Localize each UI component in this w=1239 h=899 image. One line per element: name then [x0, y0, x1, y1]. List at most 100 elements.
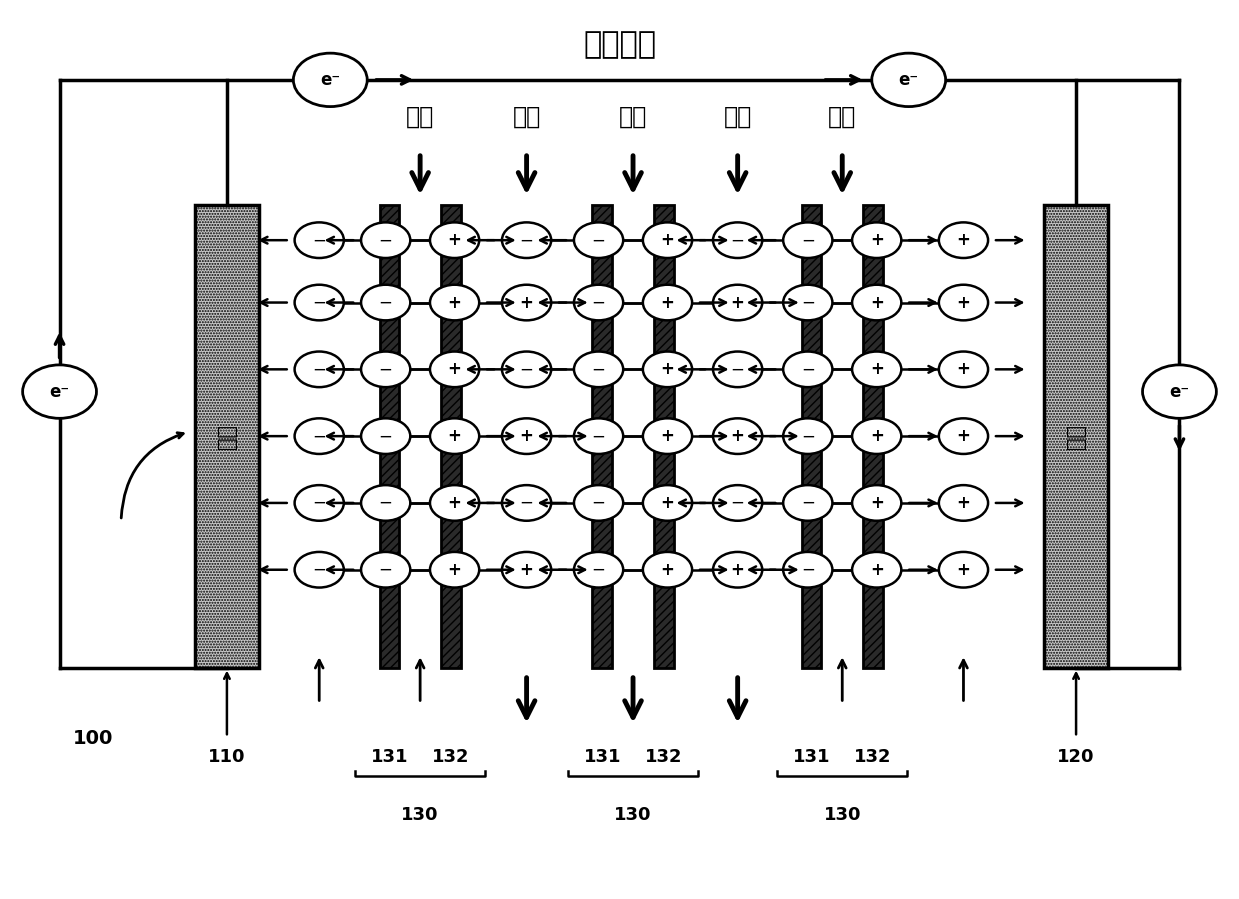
- Circle shape: [361, 285, 410, 320]
- Circle shape: [574, 485, 623, 521]
- Text: −: −: [312, 561, 326, 579]
- Circle shape: [430, 418, 479, 454]
- Circle shape: [939, 352, 987, 387]
- Circle shape: [643, 418, 693, 454]
- Text: +: +: [870, 231, 883, 249]
- Text: 阳极: 阳极: [217, 423, 237, 449]
- Circle shape: [294, 53, 367, 107]
- Text: +: +: [447, 294, 462, 312]
- Text: 120: 120: [1057, 748, 1095, 766]
- Circle shape: [574, 352, 623, 387]
- Text: −: −: [592, 360, 606, 378]
- Text: −: −: [800, 360, 815, 378]
- Circle shape: [783, 552, 833, 588]
- Circle shape: [502, 352, 551, 387]
- Circle shape: [643, 285, 693, 320]
- Text: 131: 131: [370, 748, 408, 766]
- Circle shape: [295, 352, 344, 387]
- Text: +: +: [870, 561, 883, 579]
- Text: +: +: [957, 427, 970, 445]
- Circle shape: [852, 352, 901, 387]
- Circle shape: [783, 485, 833, 521]
- Text: +: +: [870, 427, 883, 445]
- Circle shape: [574, 285, 623, 320]
- Circle shape: [502, 418, 551, 454]
- Circle shape: [574, 222, 623, 258]
- Circle shape: [502, 485, 551, 521]
- Circle shape: [783, 352, 833, 387]
- Circle shape: [430, 352, 479, 387]
- Text: −: −: [800, 231, 815, 249]
- Bar: [195, 205, 259, 668]
- Text: −: −: [379, 494, 393, 512]
- Circle shape: [712, 285, 762, 320]
- Text: +: +: [447, 231, 462, 249]
- Bar: [592, 205, 612, 668]
- Text: 130: 130: [615, 806, 652, 823]
- Circle shape: [502, 222, 551, 258]
- Text: +: +: [957, 494, 970, 512]
- Text: 132: 132: [854, 748, 892, 766]
- Text: +: +: [447, 360, 462, 378]
- Text: 阴极: 阴极: [1066, 423, 1087, 449]
- Text: −: −: [519, 494, 534, 512]
- Text: −: −: [379, 427, 393, 445]
- Text: +: +: [660, 427, 674, 445]
- Text: −: −: [592, 427, 606, 445]
- Circle shape: [783, 222, 833, 258]
- Text: +: +: [447, 494, 462, 512]
- Circle shape: [643, 485, 693, 521]
- Circle shape: [712, 485, 762, 521]
- Text: e⁻: e⁻: [320, 71, 341, 89]
- Circle shape: [361, 222, 410, 258]
- Text: −: −: [519, 360, 534, 378]
- Circle shape: [295, 285, 344, 320]
- Text: 132: 132: [646, 748, 683, 766]
- Text: +: +: [447, 561, 462, 579]
- Text: −: −: [312, 294, 326, 312]
- Circle shape: [939, 222, 987, 258]
- Circle shape: [852, 222, 901, 258]
- Text: e⁻: e⁻: [1170, 383, 1189, 401]
- Text: −: −: [592, 294, 606, 312]
- Bar: [1044, 205, 1108, 668]
- Text: −: −: [592, 561, 606, 579]
- Text: +: +: [731, 427, 745, 445]
- Circle shape: [872, 53, 945, 107]
- Circle shape: [783, 285, 833, 320]
- Text: +: +: [519, 561, 534, 579]
- Circle shape: [852, 552, 901, 588]
- Text: −: −: [800, 494, 815, 512]
- Text: +: +: [957, 360, 970, 378]
- Circle shape: [939, 552, 987, 588]
- Text: 110: 110: [208, 748, 245, 766]
- Circle shape: [361, 352, 410, 387]
- Circle shape: [939, 418, 987, 454]
- Text: +: +: [731, 294, 745, 312]
- Circle shape: [295, 418, 344, 454]
- Text: −: −: [731, 231, 745, 249]
- Circle shape: [295, 552, 344, 588]
- Text: +: +: [731, 561, 745, 579]
- Text: −: −: [379, 294, 393, 312]
- Text: 电气负载: 电气负载: [584, 30, 655, 58]
- Circle shape: [643, 552, 693, 588]
- Bar: [864, 205, 883, 668]
- Circle shape: [643, 222, 693, 258]
- Text: e⁻: e⁻: [50, 383, 69, 401]
- Circle shape: [939, 485, 987, 521]
- Circle shape: [430, 222, 479, 258]
- Bar: [654, 205, 674, 668]
- Text: 100: 100: [73, 729, 113, 749]
- Text: +: +: [870, 494, 883, 512]
- Text: +: +: [660, 294, 674, 312]
- Circle shape: [361, 418, 410, 454]
- Bar: [802, 205, 821, 668]
- Text: 海水: 海水: [828, 105, 856, 129]
- Circle shape: [1142, 365, 1217, 418]
- Circle shape: [712, 352, 762, 387]
- Text: −: −: [379, 360, 393, 378]
- Bar: [441, 205, 461, 668]
- Text: −: −: [800, 427, 815, 445]
- Text: e⁻: e⁻: [898, 71, 919, 89]
